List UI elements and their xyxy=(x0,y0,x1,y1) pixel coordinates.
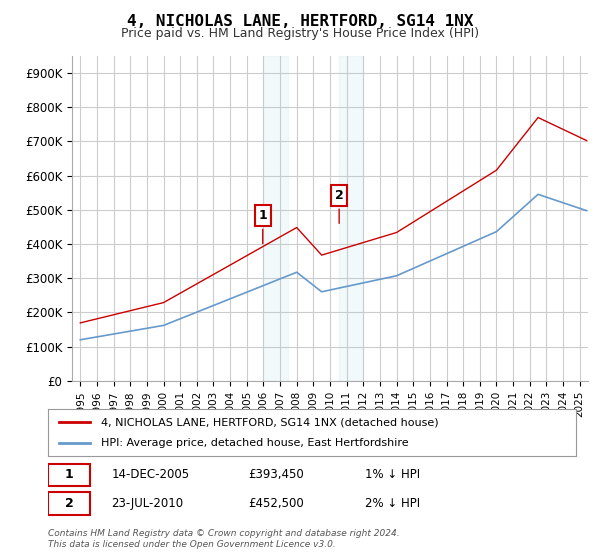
Text: 2% ↓ HPI: 2% ↓ HPI xyxy=(365,497,420,510)
FancyBboxPatch shape xyxy=(48,492,90,515)
Text: £452,500: £452,500 xyxy=(248,497,304,510)
FancyBboxPatch shape xyxy=(48,464,90,486)
Bar xyxy=(339,56,363,381)
Text: Contains HM Land Registry data © Crown copyright and database right 2024.
This d: Contains HM Land Registry data © Crown c… xyxy=(48,529,400,549)
Bar xyxy=(263,56,289,381)
Text: 1: 1 xyxy=(65,468,73,482)
Text: 2: 2 xyxy=(65,497,73,510)
Text: 1% ↓ HPI: 1% ↓ HPI xyxy=(365,468,420,482)
Text: 23-JUL-2010: 23-JUL-2010 xyxy=(112,497,184,510)
Text: Price paid vs. HM Land Registry's House Price Index (HPI): Price paid vs. HM Land Registry's House … xyxy=(121,27,479,40)
Text: 4, NICHOLAS LANE, HERTFORD, SG14 1NX: 4, NICHOLAS LANE, HERTFORD, SG14 1NX xyxy=(127,14,473,29)
Text: 4, NICHOLAS LANE, HERTFORD, SG14 1NX (detached house): 4, NICHOLAS LANE, HERTFORD, SG14 1NX (de… xyxy=(101,417,439,427)
Text: HPI: Average price, detached house, East Hertfordshire: HPI: Average price, detached house, East… xyxy=(101,438,409,448)
Text: 1: 1 xyxy=(259,209,267,244)
Text: £393,450: £393,450 xyxy=(248,468,304,482)
Text: 2: 2 xyxy=(335,189,344,223)
Text: 14-DEC-2005: 14-DEC-2005 xyxy=(112,468,190,482)
